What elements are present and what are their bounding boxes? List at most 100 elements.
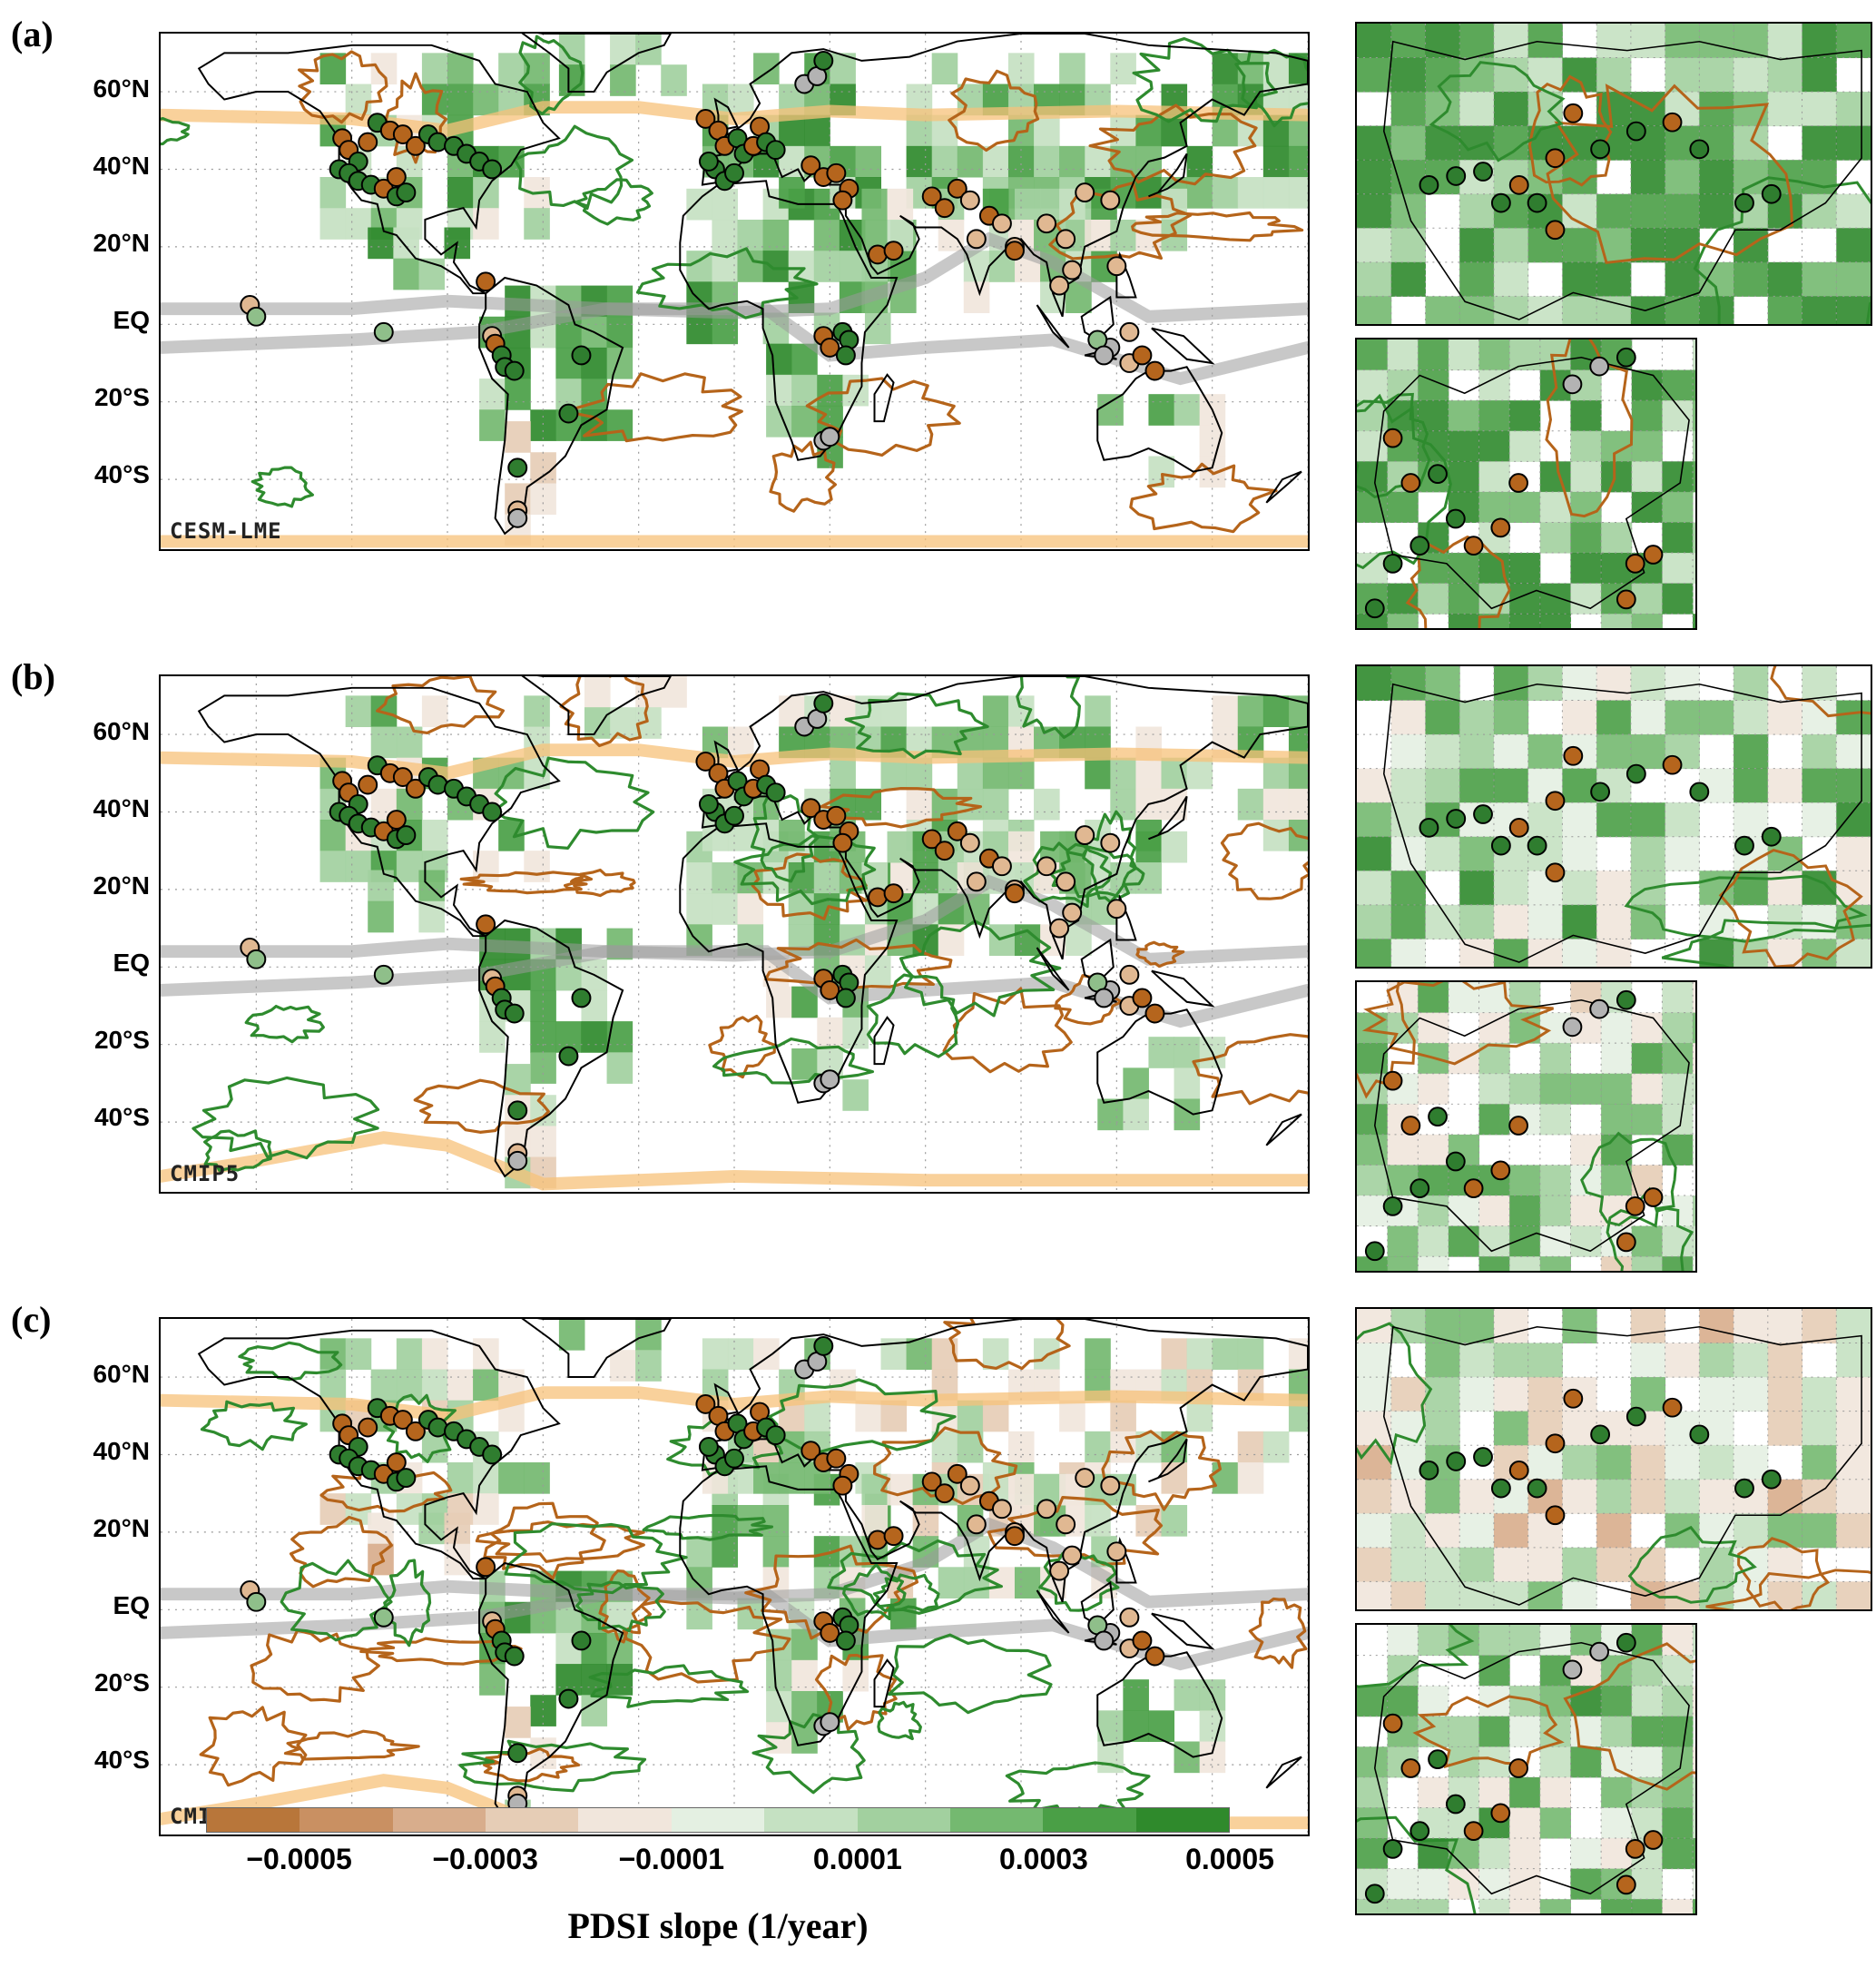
pdsi-cell: [1288, 145, 1308, 178]
inset-pdsi-cell: [1357, 1104, 1389, 1136]
site-marker: [966, 871, 987, 892]
inset-pdsi-cell: [1562, 666, 1597, 702]
pdsi-cell: [1097, 394, 1124, 426]
model-label-b: CMIP5: [170, 1161, 241, 1186]
inset-pdsi-cell: [1630, 24, 1666, 59]
inset-pdsi-cell: [1802, 261, 1837, 297]
lat-label: 40°N: [93, 794, 150, 822]
green-contour: [244, 1004, 325, 1044]
inset-pdsi-cell: [1562, 1445, 1597, 1480]
inset-pdsi-cell: [1662, 1807, 1694, 1839]
pdsi-cell: [368, 1512, 394, 1545]
inset-site-marker: [1643, 1187, 1664, 1207]
inset-pdsi-grid: [1357, 1309, 1871, 1609]
site-marker: [1106, 1541, 1127, 1562]
pdsi-cell: [712, 1536, 739, 1568]
inset-pdsi-cell: [1390, 125, 1426, 161]
pdsi-cell: [1186, 757, 1213, 790]
inset-pdsi-cell: [1562, 228, 1597, 263]
inset-pdsi-cell: [1699, 24, 1734, 59]
pdsi-cell: [1034, 145, 1060, 178]
inset-pdsi-cell: [1570, 583, 1602, 615]
inset-europe-b: [1355, 980, 1697, 1273]
pdsi-cell: [813, 219, 840, 251]
inset-pdsi-cell: [1390, 1581, 1426, 1609]
inset-pdsi-cell: [1665, 193, 1700, 229]
green-contour: [842, 1563, 907, 1621]
inset-pdsi-cell: [1493, 1309, 1529, 1344]
brown-contour: [1220, 821, 1308, 900]
pdsi-cell: [1262, 177, 1290, 209]
pdsi-cell: [1085, 1431, 1111, 1463]
colorbar-tick-label: 0.0001: [812, 1843, 902, 1875]
inset-pdsi-cell: [1357, 1899, 1389, 1913]
pdsi-cell: [788, 251, 815, 282]
site-marker: [1100, 832, 1121, 853]
inset-pdsi-cell: [1459, 193, 1495, 229]
inset-pdsi-cell: [1631, 369, 1663, 401]
inset-pdsi-cell: [1425, 296, 1460, 324]
inset-pdsi-cell: [1836, 734, 1871, 770]
pdsi-cell: [606, 1632, 634, 1665]
inset-pdsi-cell: [1596, 1445, 1632, 1480]
inset-pdsi-cell: [1418, 339, 1449, 371]
pdsi-cell: [727, 84, 754, 116]
inset-pdsi-cell: [1478, 400, 1510, 432]
inset-pdsi-cell: [1767, 700, 1803, 735]
pdsi-cell: [737, 219, 764, 251]
inset-pdsi-cell: [1509, 1776, 1541, 1808]
site-marker: [820, 1712, 840, 1733]
pdsi-cell: [396, 1338, 423, 1371]
pdsi-cell: [1148, 394, 1175, 426]
site-marker: [1056, 871, 1076, 892]
lat-label: EQ: [113, 1591, 150, 1619]
site-marker: [1005, 241, 1025, 261]
inset-pdsi-cell: [1836, 1343, 1871, 1378]
inset-pdsi-cell: [1425, 1309, 1460, 1344]
inset-pdsi-cell: [1693, 1043, 1695, 1075]
pdsi-cell: [1014, 188, 1041, 221]
site-marker: [1056, 1514, 1076, 1535]
pdsi-cell: [1186, 145, 1213, 178]
inset-site-marker: [1508, 1116, 1528, 1136]
inset-pdsi-cell: [1387, 339, 1419, 371]
pdsi-cell: [1135, 114, 1162, 147]
inset-pdsi-cell: [1448, 400, 1480, 432]
lat-label: 20°S: [93, 1026, 150, 1054]
coastline: [197, 686, 561, 938]
inset-pdsi-cell: [1387, 1686, 1419, 1717]
inset-site-marker: [1400, 473, 1421, 493]
pdsi-cell: [712, 219, 739, 251]
inset-pdsi-cell: [1699, 1445, 1734, 1480]
inset-green-contour: [1624, 874, 1868, 943]
pdsi-cell: [368, 227, 394, 260]
inset-pdsi-cell: [1699, 296, 1734, 324]
green-contour: [872, 1573, 940, 1612]
inset-pdsi-cell: [1601, 1165, 1633, 1196]
pdsi-cell: [530, 409, 556, 441]
pdsi-cell: [479, 1664, 506, 1696]
inset-brown-contour: [1770, 666, 1871, 718]
pdsi-cell: [791, 405, 818, 438]
inset-pdsi-cell: [1802, 666, 1837, 702]
site-marker: [698, 794, 719, 814]
inset-pdsi-cell: [1836, 1581, 1871, 1609]
inset-pdsi-cell: [1562, 1547, 1597, 1582]
pdsi-cell: [558, 1319, 585, 1351]
site-marker: [1119, 964, 1140, 985]
pdsi-cell: [1085, 145, 1111, 178]
inset-pdsi-cell: [1509, 1195, 1541, 1227]
inset-north-america-c: [1355, 1307, 1872, 1611]
coastline: [197, 1329, 561, 1580]
inset-pdsi-cell: [1509, 1256, 1541, 1271]
inset-pdsi-cell: [1478, 1195, 1510, 1227]
brown-contour: [1101, 1430, 1223, 1511]
inset-pdsi-cell: [1390, 734, 1426, 770]
site-marker: [386, 810, 407, 830]
site-marker: [1062, 1545, 1083, 1566]
coastline: [1096, 366, 1223, 473]
site-marker: [476, 1557, 496, 1578]
inset-brown-contour: [1527, 74, 1613, 187]
brown-contour: [948, 69, 1040, 152]
inset-site-marker: [1589, 356, 1610, 377]
